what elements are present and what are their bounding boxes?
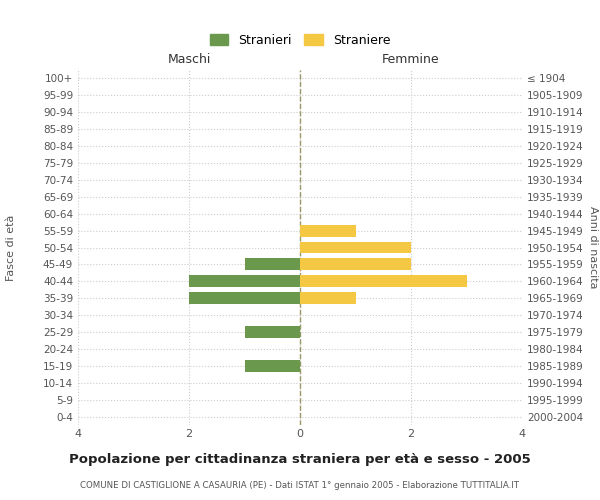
Bar — [300, 242, 411, 254]
Y-axis label: Anni di nascita: Anni di nascita — [587, 206, 598, 289]
Bar — [189, 276, 300, 287]
Y-axis label: Fasce di età: Fasce di età — [6, 214, 16, 280]
Bar — [300, 292, 355, 304]
Text: Maschi: Maschi — [167, 54, 211, 66]
Bar — [300, 258, 411, 270]
Bar — [245, 360, 300, 372]
Bar — [245, 326, 300, 338]
Text: COMUNE DI CASTIGLIONE A CASAURIA (PE) - Dati ISTAT 1° gennaio 2005 - Elaborazion: COMUNE DI CASTIGLIONE A CASAURIA (PE) - … — [80, 480, 520, 490]
Bar — [300, 276, 467, 287]
Bar — [189, 292, 300, 304]
Text: Popolazione per cittadinanza straniera per età e sesso - 2005: Popolazione per cittadinanza straniera p… — [69, 452, 531, 466]
Text: Femmine: Femmine — [382, 54, 440, 66]
Bar — [245, 258, 300, 270]
Bar — [300, 224, 355, 236]
Legend: Stranieri, Straniere: Stranieri, Straniere — [206, 30, 394, 50]
